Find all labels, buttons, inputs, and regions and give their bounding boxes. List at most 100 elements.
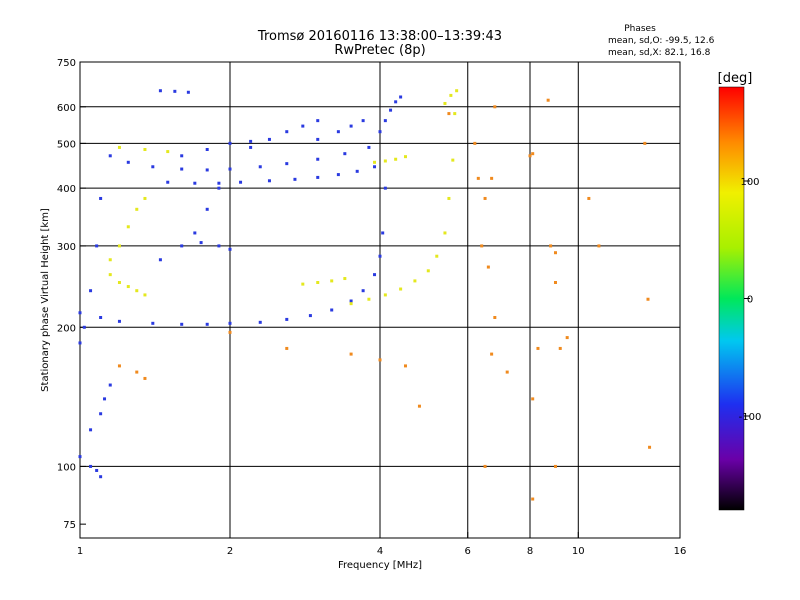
- data-point: [108, 273, 112, 277]
- data-point: [490, 176, 494, 180]
- data-point: [373, 165, 377, 169]
- data-point: [378, 254, 382, 258]
- colorbar-ticks: 100 0 -100: [739, 177, 762, 423]
- data-point: [553, 464, 557, 468]
- x-tick-label: 1: [77, 546, 83, 557]
- colorbar: [deg] 100 0 -100: [718, 71, 762, 511]
- data-point: [285, 346, 289, 350]
- x-tick-label: 6: [465, 546, 471, 557]
- data-point: [531, 497, 535, 501]
- data-point: [180, 322, 184, 326]
- data-point: [193, 231, 197, 235]
- data-point: [553, 281, 557, 285]
- data-point: [99, 315, 103, 319]
- data-point: [587, 196, 591, 200]
- data-point: [447, 196, 451, 200]
- data-point: [528, 154, 532, 158]
- y-tick-label: 400: [57, 184, 76, 195]
- data-point: [89, 289, 93, 293]
- data-point: [336, 130, 340, 134]
- colorbar-tick-label: 100: [740, 177, 759, 188]
- data-point: [205, 168, 209, 172]
- data-point: [151, 165, 155, 169]
- data-point: [258, 165, 262, 169]
- data-point: [646, 297, 650, 301]
- data-point: [383, 293, 387, 297]
- data-point: [383, 119, 387, 123]
- data-point: [108, 383, 112, 387]
- data-point: [316, 281, 320, 285]
- stats-line-o: mean, sd,O: -99.5, 12.6: [608, 36, 715, 46]
- data-point: [267, 179, 271, 183]
- data-point: [99, 475, 103, 479]
- y-tick-label: 600: [57, 103, 76, 114]
- data-point: [443, 101, 447, 105]
- colorbar-tick-label: 0: [747, 295, 753, 306]
- chart-title-line2: RwPretec (8p): [334, 43, 425, 58]
- data-point: [228, 247, 232, 251]
- data-points: [78, 89, 652, 501]
- data-point: [78, 341, 82, 345]
- data-point: [565, 336, 569, 340]
- data-point: [389, 108, 393, 112]
- data-point: [135, 207, 139, 211]
- data-point: [143, 196, 147, 200]
- data-point: [361, 119, 365, 123]
- data-point: [143, 376, 147, 380]
- data-point: [217, 181, 221, 185]
- data-point: [151, 321, 155, 325]
- data-point: [173, 89, 177, 93]
- data-point: [473, 141, 477, 145]
- data-point: [455, 89, 459, 93]
- data-point: [99, 412, 103, 416]
- data-point: [373, 273, 377, 277]
- data-point: [399, 287, 403, 291]
- data-point: [349, 299, 353, 303]
- x-tick-label: 4: [377, 546, 383, 557]
- data-point: [166, 180, 170, 184]
- data-point: [531, 152, 535, 156]
- data-point: [378, 358, 382, 362]
- y-tick-label: 300: [57, 242, 76, 253]
- data-point: [78, 311, 82, 315]
- y-tick-label: 200: [57, 323, 76, 334]
- colorbar-label: [deg]: [718, 71, 753, 86]
- stats-header: Phases: [624, 24, 656, 34]
- data-point: [205, 322, 209, 326]
- data-point: [89, 428, 93, 432]
- chart-title-line1: Tromsø 20160116 13:38:00–13:39:43: [257, 29, 502, 44]
- data-point: [239, 180, 243, 184]
- data-point: [117, 244, 121, 248]
- data-point: [117, 281, 121, 285]
- x-tick-label: 10: [572, 546, 585, 557]
- data-point: [205, 207, 209, 211]
- data-point: [451, 158, 455, 162]
- x-tick-label: 2: [227, 546, 233, 557]
- data-point: [158, 89, 162, 93]
- x-tick-label: 8: [527, 546, 533, 557]
- data-point: [449, 93, 453, 97]
- data-point: [435, 254, 439, 258]
- data-point: [490, 352, 494, 356]
- y-tick-label: 500: [57, 139, 76, 150]
- data-point: [536, 346, 540, 350]
- stats-line-x: mean, sd,X: 82.1, 16.8: [608, 48, 711, 58]
- y-tick-label: 750: [57, 58, 76, 69]
- data-point: [447, 112, 451, 116]
- data-point: [217, 244, 221, 248]
- data-point: [493, 105, 497, 109]
- data-point: [367, 297, 371, 301]
- y-axis-label: Stationary phase Virtual Height [km]: [40, 208, 51, 392]
- data-point: [336, 173, 340, 177]
- data-point: [228, 330, 232, 334]
- data-point: [316, 119, 320, 123]
- data-point: [373, 160, 377, 164]
- data-point: [413, 279, 417, 283]
- data-point: [505, 370, 509, 374]
- data-point: [166, 150, 170, 154]
- data-point: [643, 141, 647, 145]
- data-point: [349, 352, 353, 356]
- data-point: [597, 244, 601, 248]
- data-point: [205, 147, 209, 151]
- data-point: [228, 321, 232, 325]
